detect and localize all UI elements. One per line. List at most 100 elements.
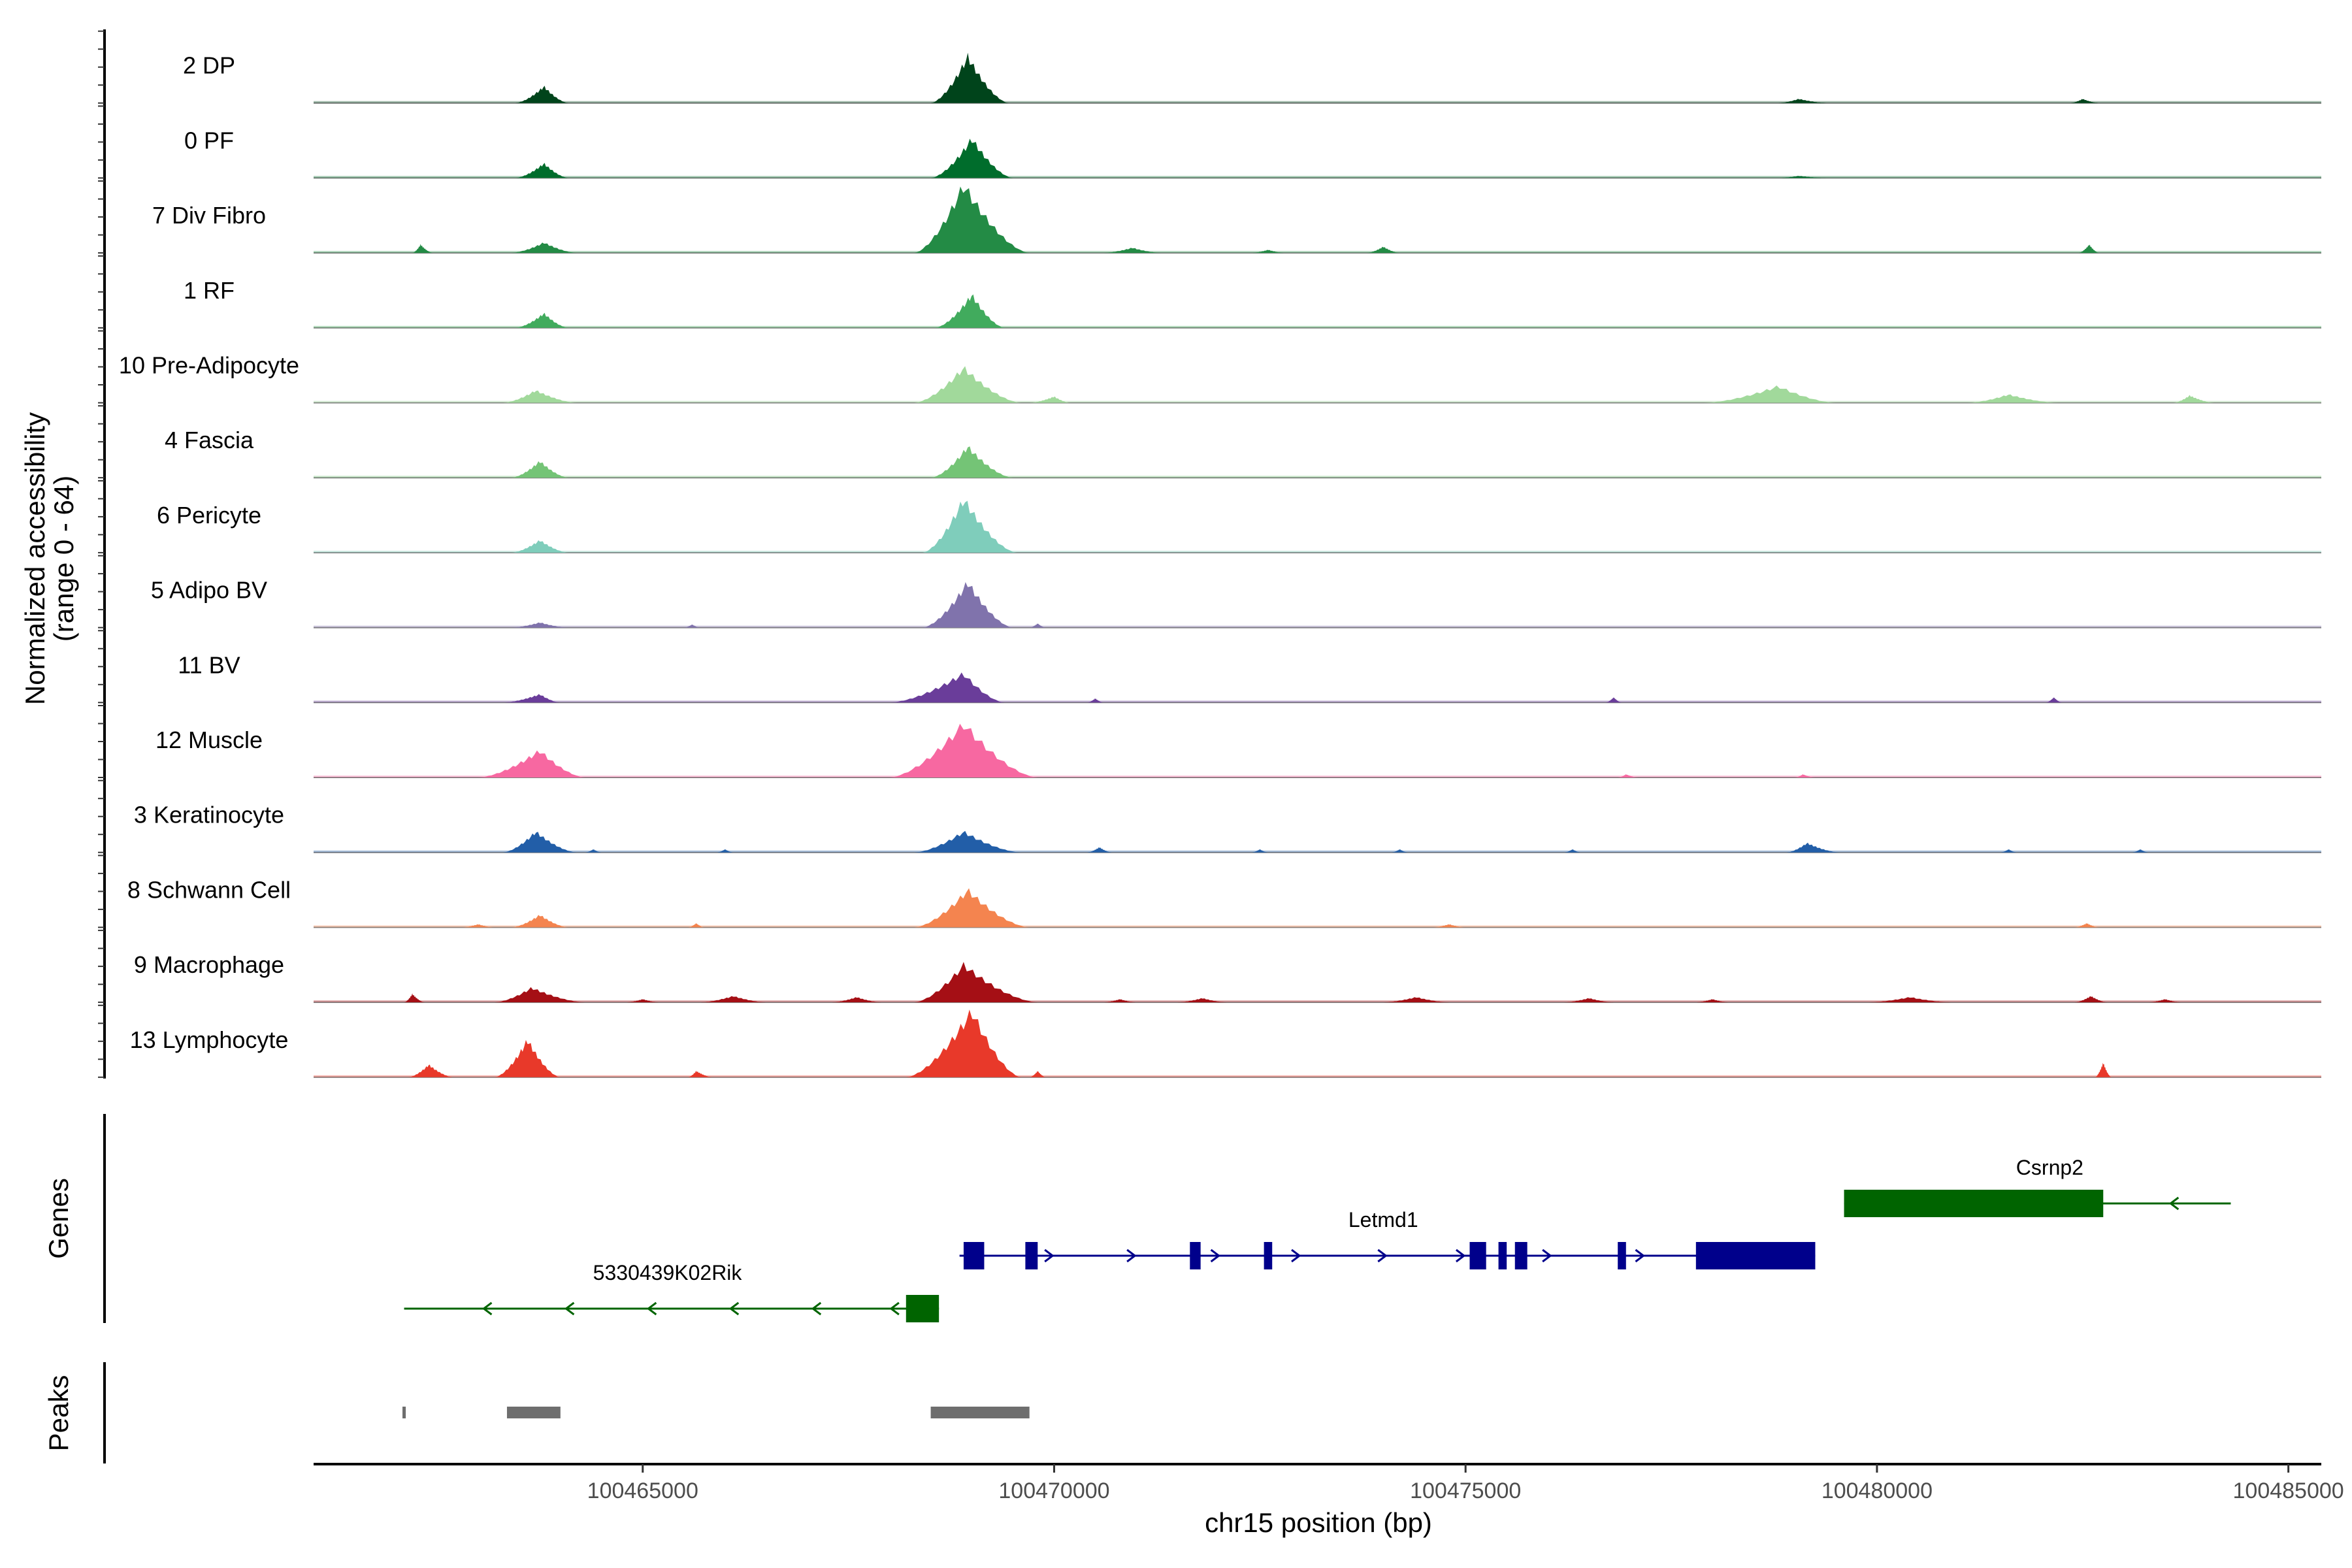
coverage-peak (914, 888, 1030, 928)
gene-exon (1264, 1242, 1273, 1269)
coverage-peak (1778, 99, 1828, 103)
track-background-signal (314, 400, 2321, 403)
coverage-track: 7 Div Fibro (152, 186, 2321, 254)
coverage-track: 0 PF (184, 127, 2321, 179)
gene-strand-arrow (482, 1301, 493, 1316)
coverage-peak (1391, 849, 1409, 853)
coverage-peak (1967, 394, 2058, 403)
track-background-signal (314, 176, 2321, 178)
gene-exon (1469, 1242, 1486, 1269)
coverage-peak (511, 915, 569, 928)
gene-exon (1844, 1190, 2104, 1217)
coverage-y-axis (98, 29, 106, 1079)
coverage-peak (1029, 1071, 1046, 1077)
coverage-peak (1786, 842, 1840, 853)
track-label: 2 DP (183, 52, 235, 79)
track-background-signal (314, 776, 2321, 777)
x-tick-label: 100485000 (2233, 1478, 2344, 1503)
gene-strand-arrow (646, 1301, 657, 1316)
coverage-peak (922, 581, 1013, 628)
coverage-peak (930, 139, 1013, 178)
coverage-peak (688, 923, 705, 928)
peak-track (402, 1407, 1030, 1418)
x-tick-label: 100480000 (1821, 1478, 1933, 1503)
coverage-peak (511, 242, 578, 253)
gene-exon (906, 1295, 939, 1322)
coverage-track: 5 Adipo BV (151, 577, 2321, 629)
coverage-peak (700, 996, 766, 1003)
track-label: 0 PF (184, 127, 234, 154)
track-background-signal (314, 101, 2321, 103)
coverage-track: 13 Lymphocyte (130, 1009, 2321, 1078)
coverage-peak (1704, 385, 1836, 403)
gene-exon (1695, 1242, 1816, 1269)
track-label: 3 Keratinocyte (134, 802, 284, 828)
track-background-signal (314, 476, 2321, 478)
coverage-peak (930, 446, 1013, 478)
track-label: 5 Adipo BV (151, 577, 267, 604)
coverage-peak (511, 622, 569, 628)
coverage-peak (511, 540, 569, 553)
coverage-peak (889, 723, 1038, 777)
peaks-track-title: Peaks (43, 1375, 74, 1452)
coverage-peak (502, 390, 578, 403)
coverage-peak (914, 830, 1022, 853)
x-tick-label: 100465000 (587, 1478, 698, 1503)
gene-strand-arrow (1291, 1249, 1301, 1263)
coverage-peak (495, 1039, 561, 1077)
gene-exon (1498, 1242, 1507, 1269)
genes-track-title: Genes (43, 1178, 74, 1259)
coverage-peak (1251, 849, 1268, 853)
coverage-peak (717, 849, 734, 853)
track-background-signal (314, 625, 2321, 628)
track-label: 1 RF (184, 277, 235, 304)
coverage-peak (515, 163, 569, 178)
track-label: 13 Lymphocyte (130, 1026, 289, 1053)
gene-model: 5330439K02Rik (404, 1261, 939, 1322)
peak-region (402, 1407, 406, 1418)
coverage-peak (1251, 250, 1285, 253)
track-label: 7 Div Fibro (152, 202, 266, 229)
coverage-peak (1605, 697, 1622, 703)
coverage-peak (1564, 849, 1581, 853)
coverage-track: 9 Macrophage (134, 951, 2321, 1004)
coverage-peak (511, 461, 569, 478)
coverage-peak (412, 244, 433, 253)
coverage-peak (934, 294, 1005, 328)
track-background-signal (314, 1000, 2321, 1003)
gene-strand-arrow (1126, 1249, 1137, 1263)
x-tick-label: 100470000 (998, 1478, 1109, 1503)
coverage-peak (688, 1070, 713, 1077)
coverage-peak (1794, 774, 1816, 777)
coverage-track: 6 Pericyte (157, 500, 2321, 553)
coverage-peak (2074, 923, 2099, 928)
coverage-peak (2095, 1062, 2112, 1077)
gene-strand-arrow (889, 1301, 900, 1316)
coverage-peak (1367, 246, 1400, 253)
track-background-signal (314, 550, 2321, 553)
gene-strand-arrow (1456, 1249, 1466, 1263)
gene-exon (1618, 1242, 1626, 1269)
y-axis-title-line1: Normalized accessibility (20, 412, 50, 705)
track-label: 6 Pericyte (157, 502, 261, 529)
gene-track: 5330439K02Rik Letmd1 Csrnp2 (404, 1156, 2231, 1322)
coverage-peak (1869, 997, 1952, 1003)
coverage-peak (1177, 998, 1227, 1003)
track-label: 4 Fascia (165, 427, 254, 453)
coverage-peak (502, 694, 561, 703)
coverage-peak (2074, 996, 2108, 1003)
coverage-peak (2078, 244, 2099, 253)
coverage-peak (914, 366, 1022, 403)
gene-strand-arrow (2168, 1196, 2180, 1211)
coverage-peak (515, 86, 569, 103)
coverage-peak (1383, 997, 1450, 1003)
track-background-signal (314, 850, 2321, 853)
coverage-track: 11 BV (178, 651, 2321, 704)
track-label: 9 Macrophage (134, 951, 284, 978)
x-tick-label: 100475000 (1410, 1478, 1521, 1503)
coverage-peak (1695, 999, 1729, 1003)
coverage-track: 8 Schwann Cell (127, 876, 2321, 928)
gene-strand-arrow (1044, 1249, 1054, 1263)
coverage-peak (914, 962, 1038, 1003)
coverage-peak (495, 987, 585, 1003)
